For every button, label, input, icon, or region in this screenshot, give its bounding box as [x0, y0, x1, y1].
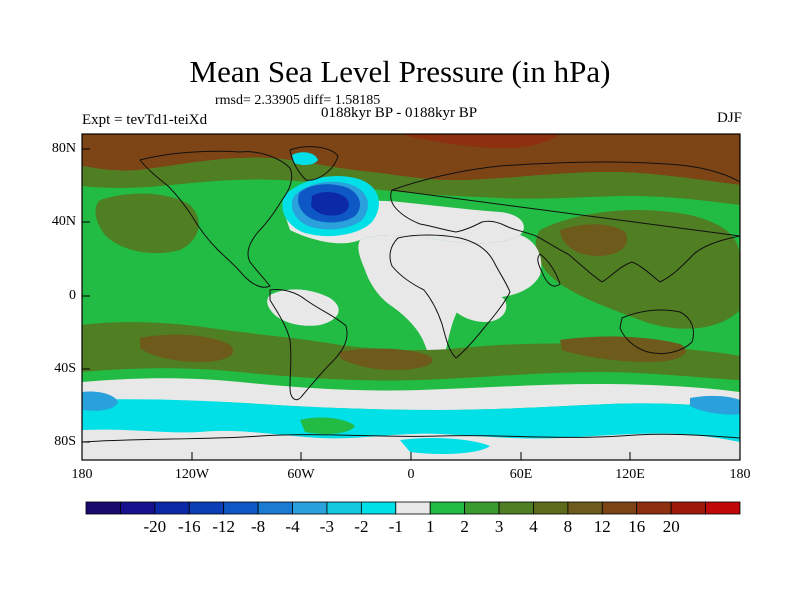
- colorbar-swatch: [395, 501, 431, 515]
- colorbar-swatch: [567, 501, 603, 515]
- field-africa-neutral: [358, 235, 542, 361]
- field-atlantic-low-blue3: [311, 192, 349, 216]
- lat-label-80n: 80N: [51, 141, 76, 156]
- coast-australia: [619, 309, 694, 355]
- field-asia-brown: [560, 224, 628, 256]
- stats-label: rmsd= 2.33905 diff= 1.58185: [215, 93, 381, 108]
- colorbar-label: 1: [425, 517, 435, 536]
- field-indian-neutral: [450, 288, 507, 322]
- colorbar: [85, 501, 741, 515]
- field-south-brown-2: [340, 348, 433, 370]
- colorbar-swatch: [188, 501, 225, 515]
- colorbar-swatch: [326, 501, 362, 515]
- colorbar-swatch: [429, 501, 466, 515]
- colorbar-label: 4: [529, 517, 538, 536]
- coastlines: [82, 146, 740, 443]
- lat-ticks: [82, 148, 90, 443]
- lat-label-0: 0: [69, 288, 76, 303]
- lon-label-60w: 60W: [287, 467, 315, 482]
- field-arctic-red: [400, 134, 560, 149]
- lon-label-180e: 180: [729, 467, 751, 482]
- coast-south-america: [269, 289, 348, 401]
- plot-title: Mean Sea Level Pressure (in hPa): [189, 54, 611, 89]
- field-pacific-olive: [95, 193, 199, 254]
- lon-ticks: [81, 452, 741, 460]
- lat-label-80s: 80S: [54, 434, 76, 449]
- lon-label-60e: 60E: [509, 467, 533, 482]
- colorbar-label: -16: [177, 517, 201, 536]
- colorbar-label: 2: [460, 517, 469, 536]
- lon-label-180w: 180: [71, 467, 93, 482]
- colorbar-swatch: [601, 501, 638, 515]
- field-southern-lightblue-2: [690, 395, 740, 415]
- field-southern-lightblue-1: [82, 391, 118, 411]
- colorbar-label: -20: [143, 517, 167, 536]
- field-greenland-cyan: [292, 152, 318, 165]
- lon-label-120e: 120E: [615, 467, 645, 482]
- pressure-field: [82, 134, 740, 460]
- colorbar-swatch: [533, 501, 569, 515]
- colorbar-label: -2: [354, 517, 369, 536]
- colorbar-swatch: [498, 501, 534, 515]
- colorbar-label: 20: [662, 517, 680, 536]
- colorbar-label: 16: [628, 517, 646, 536]
- colorbar-label: -8: [251, 517, 266, 536]
- field-arctic-high: [82, 134, 740, 185]
- period-label: 0188kyr BP - 0188kyr BP: [321, 105, 478, 121]
- colorbar-label: -12: [212, 517, 236, 536]
- coast-greenland: [289, 146, 339, 181]
- colorbar-swatch: [120, 501, 156, 515]
- colorbar-swatch: [292, 501, 328, 515]
- colorbar-swatch: [464, 501, 500, 515]
- coast-africa: [389, 234, 511, 359]
- colorbar-swatch: [154, 501, 190, 515]
- field-antarctic-green: [300, 417, 355, 434]
- coast-india: [537, 253, 561, 287]
- colorbar-swatch: [360, 501, 397, 515]
- colorbar-label: -3: [319, 517, 334, 536]
- coast-antarctica: [82, 433, 740, 443]
- lon-label-120w: 120W: [174, 467, 210, 482]
- lon-label-0: 0: [407, 467, 415, 482]
- colorbar-label: -1: [388, 517, 403, 536]
- lat-label-40n: 40N: [51, 214, 76, 229]
- colorbar-swatch: [85, 501, 121, 515]
- field-north-olive: [82, 157, 740, 205]
- colorbar-swatch: [223, 501, 259, 515]
- colorbar-label: 8: [563, 517, 573, 536]
- field-tropics-neutral: [267, 289, 339, 326]
- colorbar-swatch: [670, 501, 706, 515]
- coast-eurasia: [390, 161, 740, 283]
- colorbar-label: 12: [593, 517, 611, 536]
- field-south-brown-3: [560, 336, 686, 362]
- colorbar-label: -4: [285, 517, 300, 536]
- colorbar-swatch: [257, 501, 293, 515]
- field-antarctic-cyan: [400, 438, 490, 454]
- colorbar-swatch: [705, 501, 741, 515]
- colorbar-swatch: [636, 501, 672, 515]
- lat-label-40s: 40S: [54, 361, 76, 376]
- field-southern-neutral: [82, 378, 740, 410]
- colorbar-label: 3: [494, 517, 504, 536]
- season-label: DJF: [716, 110, 742, 126]
- coast-north-america: [139, 150, 293, 288]
- field-south-brown-1: [140, 334, 234, 362]
- experiment-label: Expt = tevTd1-teiXd: [82, 112, 208, 128]
